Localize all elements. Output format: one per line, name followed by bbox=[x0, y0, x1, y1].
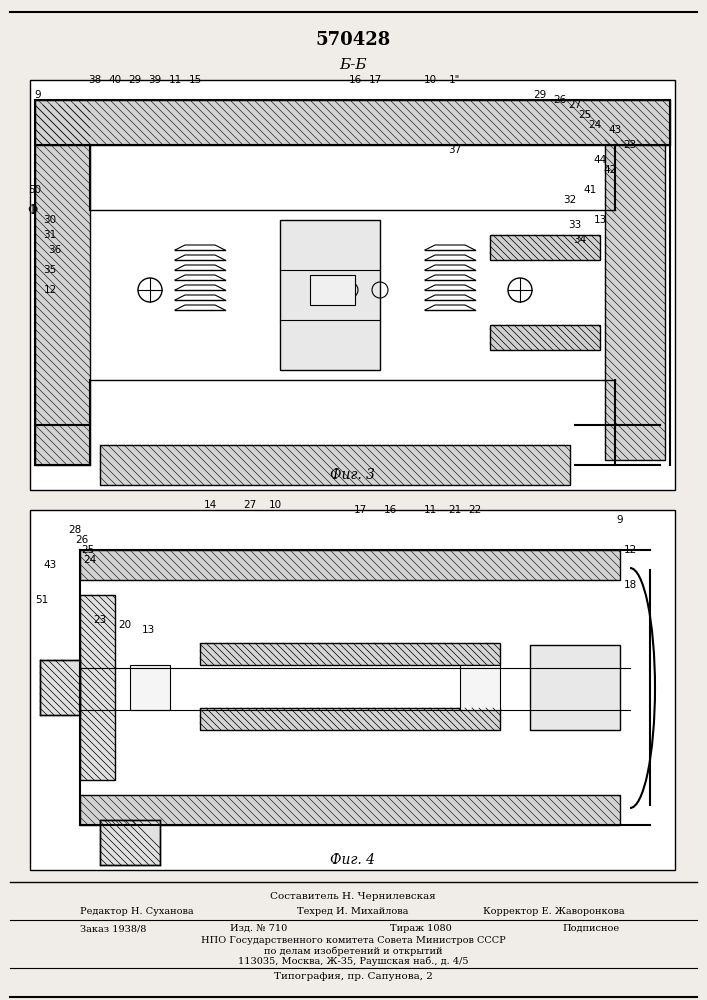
Text: 15: 15 bbox=[188, 75, 201, 85]
Text: 26: 26 bbox=[554, 95, 566, 105]
Text: 13: 13 bbox=[141, 625, 155, 635]
Text: НПО Государственного комитета Совета Министров СССР: НПО Государственного комитета Совета Мин… bbox=[201, 936, 506, 945]
Text: Заказ 1938/8: Заказ 1938/8 bbox=[80, 924, 146, 933]
Bar bbox=[460, 665, 500, 710]
Text: 14: 14 bbox=[204, 500, 216, 510]
Text: Техред И. Михайлова: Техред И. Михайлова bbox=[298, 907, 409, 916]
Bar bbox=[530, 645, 620, 730]
Text: 41: 41 bbox=[583, 185, 597, 195]
Text: 37: 37 bbox=[448, 145, 462, 155]
Text: Подписное: Подписное bbox=[563, 924, 620, 933]
Text: 40: 40 bbox=[108, 75, 122, 85]
Text: 17: 17 bbox=[368, 75, 382, 85]
Text: 25: 25 bbox=[81, 545, 95, 555]
Text: Типография, пр. Сапунова, 2: Типография, пр. Сапунова, 2 bbox=[274, 972, 433, 981]
Text: по делам изобретений и открытий: по делам изобретений и открытий bbox=[264, 946, 443, 956]
Text: 35: 35 bbox=[43, 265, 57, 275]
Bar bbox=[100, 820, 160, 865]
Text: 17: 17 bbox=[354, 505, 367, 515]
Text: Редактор Н. Суханова: Редактор Н. Суханова bbox=[80, 907, 194, 916]
Text: 9: 9 bbox=[35, 90, 41, 100]
Bar bbox=[310, 275, 355, 305]
Text: Корректор Е. Жаворонкова: Корректор Е. Жаворонкова bbox=[484, 907, 625, 916]
Text: 11: 11 bbox=[423, 505, 437, 515]
Text: 29: 29 bbox=[129, 75, 141, 85]
Bar bbox=[35, 100, 670, 145]
Text: 25: 25 bbox=[578, 110, 592, 120]
Text: 18: 18 bbox=[624, 580, 636, 590]
Text: 50: 50 bbox=[28, 185, 42, 195]
Text: 27: 27 bbox=[243, 500, 257, 510]
Text: 30: 30 bbox=[43, 215, 57, 225]
Text: 39: 39 bbox=[148, 75, 162, 85]
Text: 10: 10 bbox=[423, 75, 436, 85]
Bar bbox=[100, 445, 570, 485]
Bar bbox=[80, 550, 620, 580]
Text: 51: 51 bbox=[35, 595, 49, 605]
Text: 11: 11 bbox=[168, 75, 182, 85]
Text: 9: 9 bbox=[617, 515, 624, 525]
Text: 10: 10 bbox=[269, 500, 281, 510]
Bar bbox=[35, 515, 670, 865]
Bar bbox=[35, 105, 90, 465]
Text: Фиг. 4: Фиг. 4 bbox=[330, 853, 375, 867]
Bar bbox=[490, 325, 600, 350]
Bar bbox=[80, 595, 115, 780]
Text: 33: 33 bbox=[568, 220, 582, 230]
Text: 44: 44 bbox=[593, 155, 607, 165]
Text: 21: 21 bbox=[448, 505, 462, 515]
Text: 13: 13 bbox=[593, 215, 607, 225]
Text: 26: 26 bbox=[76, 535, 88, 545]
Text: 1": 1" bbox=[450, 75, 461, 85]
Text: Фиг. 3: Фиг. 3 bbox=[330, 468, 375, 482]
Text: 27: 27 bbox=[568, 100, 582, 110]
Text: Φ: Φ bbox=[27, 204, 37, 217]
Text: Изд. № 710: Изд. № 710 bbox=[230, 924, 287, 933]
Bar bbox=[40, 660, 80, 715]
Text: Б-Б: Б-Б bbox=[339, 58, 367, 72]
Text: 16: 16 bbox=[383, 505, 397, 515]
Text: 28: 28 bbox=[69, 525, 81, 535]
FancyBboxPatch shape bbox=[30, 510, 675, 870]
Text: 43: 43 bbox=[609, 125, 621, 135]
Text: Тираж 1080: Тираж 1080 bbox=[390, 924, 452, 933]
Bar bbox=[35, 85, 670, 485]
Bar bbox=[80, 795, 620, 825]
Text: 32: 32 bbox=[563, 195, 577, 205]
Text: 43: 43 bbox=[43, 560, 57, 570]
Text: 36: 36 bbox=[48, 245, 62, 255]
Bar bbox=[130, 665, 170, 710]
Text: 23: 23 bbox=[624, 140, 636, 150]
Bar bbox=[280, 220, 380, 370]
Bar bbox=[200, 643, 500, 665]
Text: 42: 42 bbox=[603, 165, 617, 175]
Text: 38: 38 bbox=[88, 75, 102, 85]
Text: 29: 29 bbox=[533, 90, 547, 100]
Bar bbox=[605, 140, 665, 460]
Text: 16: 16 bbox=[349, 75, 361, 85]
Bar bbox=[200, 708, 500, 730]
Text: 22: 22 bbox=[468, 505, 481, 515]
Text: 12: 12 bbox=[624, 545, 636, 555]
Text: 34: 34 bbox=[573, 235, 587, 245]
Bar bbox=[490, 235, 600, 260]
Text: 12: 12 bbox=[43, 285, 57, 295]
Text: 20: 20 bbox=[119, 620, 132, 630]
Text: 24: 24 bbox=[83, 555, 97, 565]
FancyBboxPatch shape bbox=[30, 80, 675, 490]
Text: 570428: 570428 bbox=[315, 31, 391, 49]
Text: 24: 24 bbox=[588, 120, 602, 130]
Text: 113035, Москва, Ж-35, Раушская наб., д. 4/5: 113035, Москва, Ж-35, Раушская наб., д. … bbox=[238, 956, 468, 966]
Text: 31: 31 bbox=[43, 230, 57, 240]
Text: Составитель Н. Чернилевская: Составитель Н. Чернилевская bbox=[270, 892, 436, 901]
Text: 23: 23 bbox=[93, 615, 107, 625]
